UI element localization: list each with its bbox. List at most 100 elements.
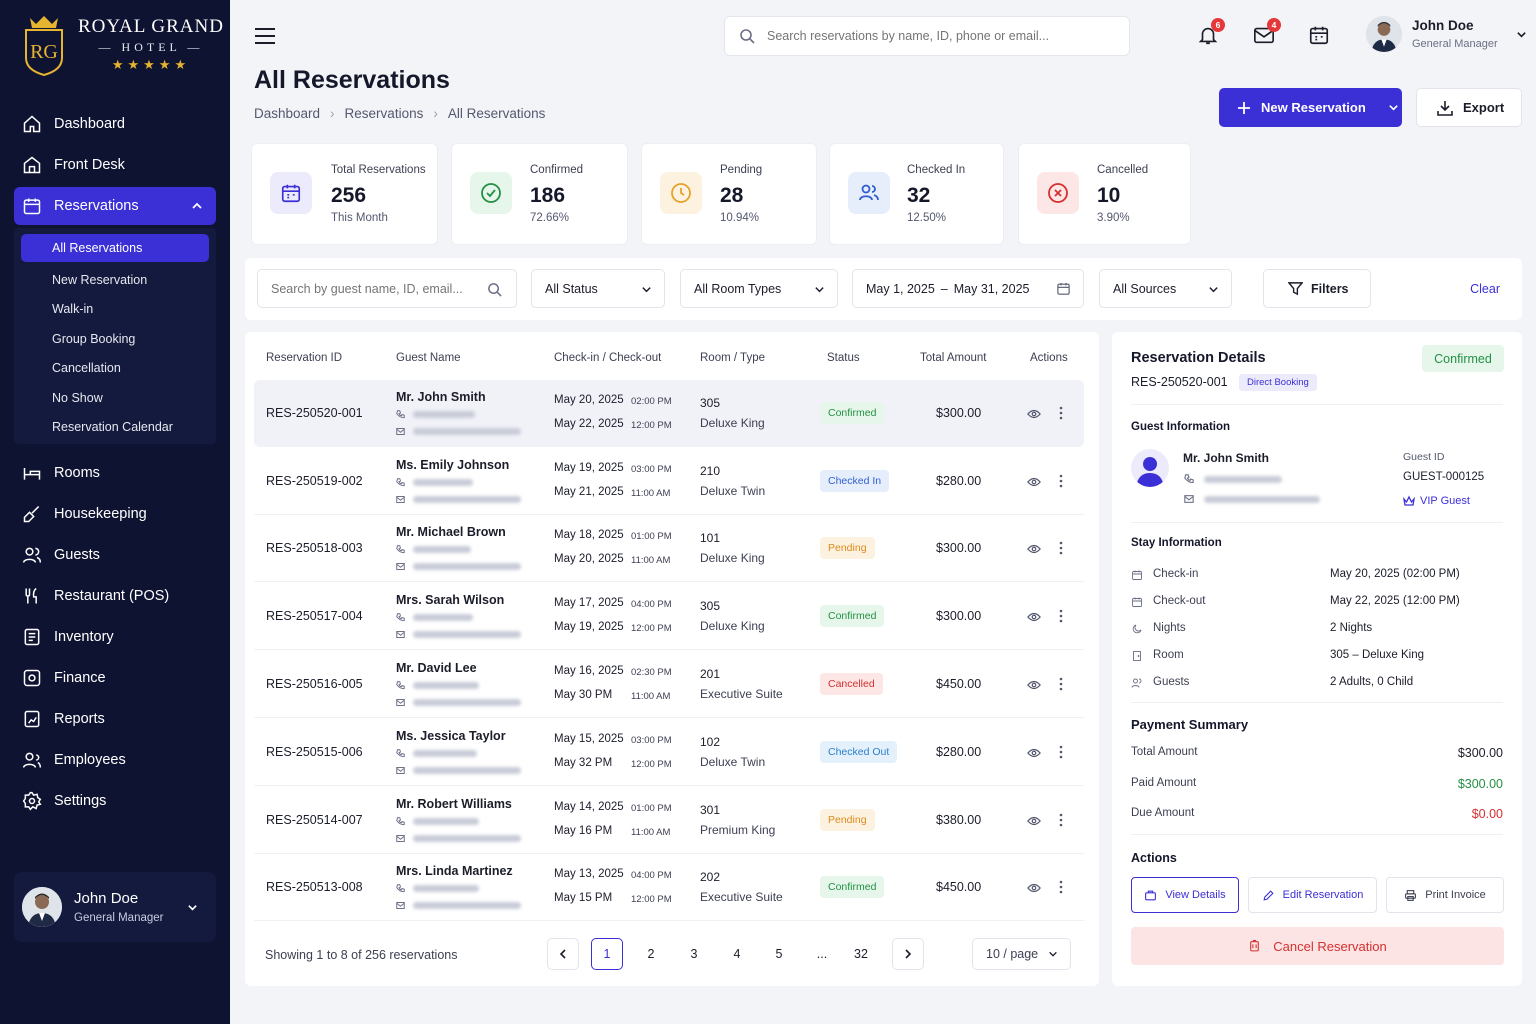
sub-group-booking[interactable]: Group Booking [52, 332, 136, 346]
nav-employees[interactable]: Employees [14, 741, 216, 779]
bed-icon [23, 468, 41, 480]
source-select[interactable]: All Sources [1099, 269, 1232, 308]
table-row[interactable]: RES-250517-004 Mrs. Sarah Wilson May 17,… [254, 583, 1084, 650]
nav-rooms[interactable]: Rooms [14, 454, 216, 492]
sub-all-reservations[interactable]: All Reservations [21, 234, 209, 262]
date-range-picker[interactable]: May 1, 2025 – May 31, 2025 [852, 269, 1084, 308]
page-4[interactable]: 4 [733, 947, 741, 961]
eye-icon[interactable] [1027, 747, 1041, 759]
more-vertical-icon[interactable] [1058, 609, 1064, 623]
col-guest-name[interactable]: Guest Name [396, 352, 461, 364]
nav-finance[interactable]: Finance [14, 659, 216, 697]
eye-icon[interactable] [1027, 679, 1041, 691]
sub-no-show[interactable]: No Show [52, 391, 103, 405]
reservation-id[interactable]: RES-250516-005 [266, 677, 363, 691]
more-vertical-icon[interactable] [1058, 541, 1064, 555]
sub-cancellation[interactable]: Cancellation [52, 361, 121, 375]
page-2[interactable]: 2 [647, 947, 655, 961]
notifications-button[interactable]: 6 [1197, 18, 1225, 48]
breadcrumb-dashboard[interactable]: Dashboard [254, 106, 321, 121]
page-1[interactable]: 1 [591, 938, 623, 970]
nav-housekeeping[interactable]: Housekeeping [14, 495, 216, 533]
reservation-id[interactable]: RES-250517-004 [266, 609, 363, 623]
reservation-id[interactable]: RES-250514-007 [266, 813, 363, 827]
filter-search-input[interactable] [271, 281, 481, 296]
nav-front-desk[interactable]: Front Desk [14, 146, 216, 184]
cancel-reservation-button[interactable]: Cancel Reservation [1131, 927, 1504, 965]
page-3[interactable]: 3 [690, 947, 698, 961]
filters-button[interactable]: Filters [1263, 269, 1371, 308]
prev-page-button[interactable] [547, 938, 579, 970]
page-size-select[interactable]: 10 / page [972, 938, 1071, 970]
eye-icon[interactable] [1027, 543, 1041, 555]
checkin-date: May 17, 2025 [554, 597, 624, 609]
nav-reports[interactable]: Reports [14, 700, 216, 738]
col-total-amount[interactable]: Total Amount [920, 352, 987, 364]
room-type-select[interactable]: All Room Types [680, 269, 838, 308]
more-vertical-icon[interactable] [1058, 406, 1064, 420]
guest-phone [396, 817, 479, 826]
reservation-id[interactable]: RES-250513-008 [266, 880, 363, 894]
nav-reservations[interactable]: Reservations [14, 187, 216, 225]
phone-icon [396, 817, 405, 826]
table-row[interactable]: RES-250513-008 Mrs. Linda Martinez May 1… [254, 854, 1084, 921]
header-user-menu[interactable]: John Doe General Manager [1366, 16, 1527, 52]
col-check-dates[interactable]: Check-in / Check-out [554, 352, 662, 364]
chevron-down-icon [1389, 105, 1398, 111]
status-select[interactable]: All Status [531, 269, 665, 308]
print-invoice-button[interactable]: Print Invoice [1386, 877, 1504, 913]
col-status[interactable]: Status [827, 352, 860, 364]
nav-restaurant[interactable]: Restaurant (POS) [14, 577, 216, 615]
nav-settings[interactable]: Settings [14, 782, 216, 820]
room-type: Deluxe Twin [700, 755, 766, 769]
page-5[interactable]: 5 [775, 947, 783, 961]
table-row[interactable]: RES-250520-001 Mr. John Smith May 20, 20… [254, 380, 1084, 447]
reservation-id[interactable]: RES-250518-003 [266, 541, 363, 555]
export-button[interactable]: Export [1416, 88, 1522, 127]
nav-rooms-label: Rooms [54, 465, 100, 481]
hotel-logo[interactable]: RG ROYAL GRAND — HOTEL — ★★★★★ [22, 12, 224, 76]
reservation-id[interactable]: RES-250515-006 [266, 745, 363, 759]
table-row[interactable]: RES-250514-007 Mr. Robert Williams May 1… [254, 787, 1084, 854]
sidebar-user-card[interactable]: John Doe General Manager [14, 872, 216, 942]
sub-walk-in[interactable]: Walk-in [52, 302, 94, 316]
eye-icon[interactable] [1027, 611, 1041, 623]
view-details-button[interactable]: View Details [1131, 877, 1239, 913]
breadcrumb-reservations[interactable]: Reservations [344, 106, 424, 121]
col-room-type[interactable]: Room / Type [700, 352, 765, 364]
reservation-id[interactable]: RES-250520-001 [266, 406, 363, 420]
menu-icon[interactable] [255, 27, 275, 45]
eye-icon[interactable] [1027, 882, 1041, 894]
sub-new-reservation[interactable]: New Reservation [52, 273, 148, 287]
eye-icon[interactable] [1027, 476, 1041, 488]
nav-guests[interactable]: Guests [14, 536, 216, 574]
edit-reservation-button[interactable]: Edit Reservation [1248, 877, 1377, 913]
global-search-input[interactable] [767, 29, 1087, 43]
more-vertical-icon[interactable] [1058, 880, 1064, 894]
eye-icon[interactable] [1027, 408, 1041, 420]
more-vertical-icon[interactable] [1058, 474, 1064, 488]
clear-filters-link[interactable]: Clear [1470, 282, 1500, 296]
table-row[interactable]: RES-250516-005 Mr. David Lee May 16, 202… [254, 651, 1084, 718]
next-page-button[interactable] [892, 938, 924, 970]
nav-dashboard[interactable]: Dashboard [14, 105, 216, 143]
crown-icon [1403, 495, 1415, 506]
messages-button[interactable]: 4 [1253, 18, 1281, 48]
email-redacted [413, 496, 521, 503]
table-row[interactable]: RES-250518-003 Mr. Michael Brown May 18,… [254, 515, 1084, 582]
nav-inventory[interactable]: Inventory [14, 618, 216, 656]
more-vertical-icon[interactable] [1058, 677, 1064, 691]
reservation-id[interactable]: RES-250519-002 [266, 474, 363, 488]
col-reservation-id[interactable]: Reservation ID [266, 352, 343, 364]
more-vertical-icon[interactable] [1058, 813, 1064, 827]
stat-checked-in-value: 32 [907, 184, 931, 207]
eye-icon[interactable] [1027, 815, 1041, 827]
new-reservation-button[interactable]: New Reservation [1219, 88, 1402, 127]
table-row[interactable]: RES-250519-002 Ms. Emily Johnson May 19,… [254, 448, 1084, 515]
more-vertical-icon[interactable] [1058, 745, 1064, 759]
calendar-button[interactable] [1308, 24, 1332, 48]
table-row[interactable]: RES-250515-006 Ms. Jessica Taylor May 15… [254, 719, 1084, 786]
sub-reservation-calendar[interactable]: Reservation Calendar [52, 420, 173, 434]
mail-icon [396, 699, 405, 706]
page-32[interactable]: 32 [854, 947, 868, 961]
